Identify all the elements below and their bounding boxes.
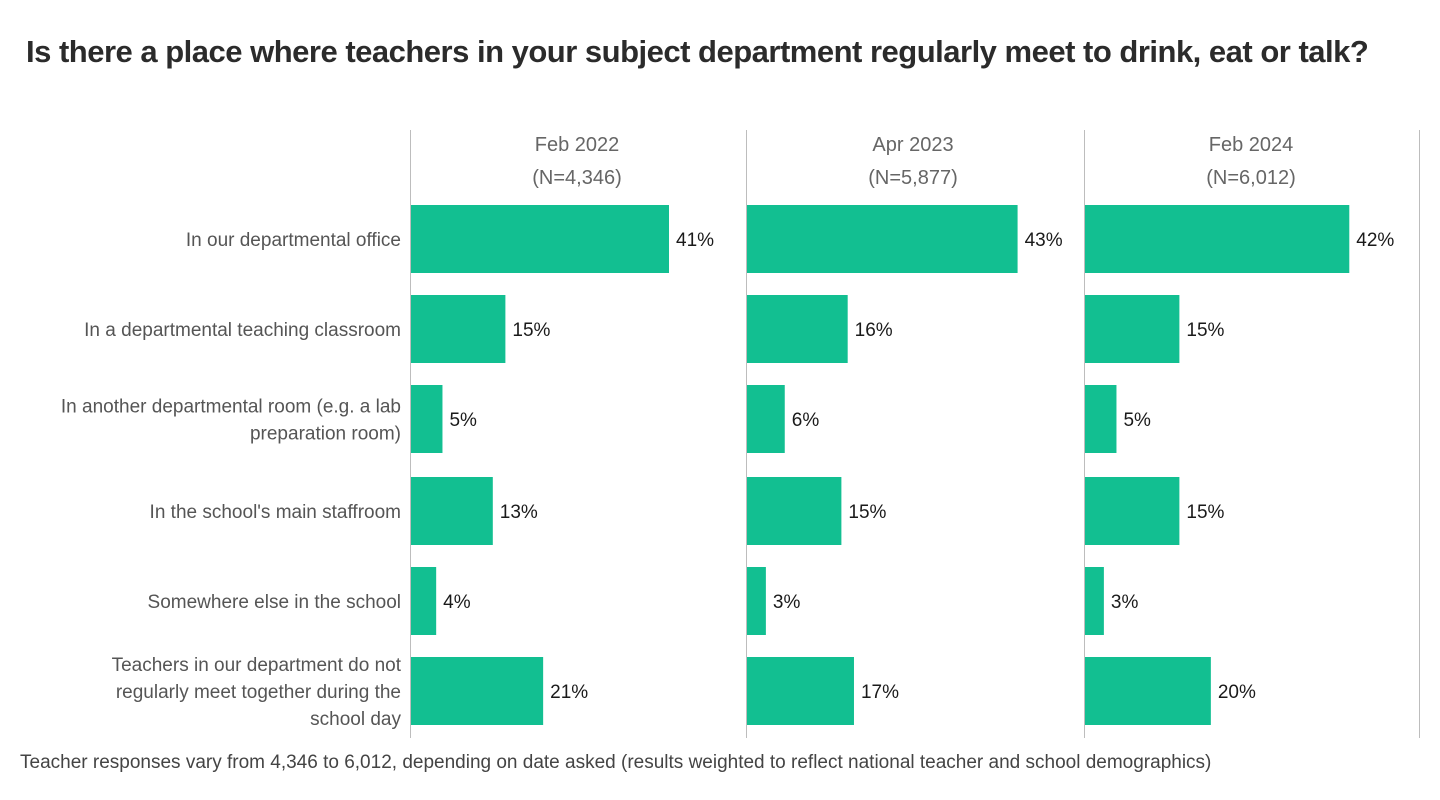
data-label: 4% [443,592,471,613]
data-label: 3% [1111,592,1139,613]
data-label: 15% [512,320,550,341]
category-label: In our departmental office [186,230,401,251]
bar [411,567,437,635]
data-label: 20% [1218,682,1256,703]
category-label: In a departmental teaching classroom [84,320,401,341]
category-label: Somewhere else in the school [148,592,401,613]
data-label: 15% [848,502,886,523]
bar [1085,385,1117,453]
bar [1085,205,1350,273]
bar [411,205,669,273]
bar [747,567,766,635]
panel-header-n: (N=6,012) [1206,167,1296,189]
data-label: 21% [550,682,588,703]
panel-header-n: (N=5,877) [868,167,958,189]
data-label: 15% [1186,320,1224,341]
bar [411,385,443,453]
bar [411,657,544,725]
bar [411,477,493,545]
bar [747,477,842,545]
panel-header-n: (N=4,346) [532,167,622,189]
chart-title: Is there a place where teachers in your … [26,34,1369,69]
data-label: 16% [855,320,893,341]
bar [747,657,854,725]
data-label: 3% [773,592,801,613]
footnote: Teacher responses vary from 4,346 to 6,0… [20,752,1212,773]
bar [747,295,848,363]
bar [1085,567,1104,635]
bar [1085,657,1211,725]
data-label: 43% [1025,230,1063,251]
bar [747,385,785,453]
panel-header-date: Apr 2023 [872,134,953,156]
bar [411,295,506,363]
data-label: 17% [861,682,899,703]
panel-header-date: Feb 2022 [535,134,620,156]
bar [747,205,1018,273]
data-label: 41% [676,230,714,251]
data-label: 5% [1123,410,1151,431]
data-label: 15% [1186,502,1224,523]
data-label: 13% [500,502,538,523]
bar [1085,295,1180,363]
panel-header-date: Feb 2024 [1209,134,1294,156]
category-label: In the school's main staffroom [150,502,401,523]
bar [1085,477,1180,545]
category-label: In another departmental room (e.g. a lab… [61,397,401,445]
data-label: 5% [449,410,477,431]
category-label: Teachers in our department do not regular… [112,655,402,730]
data-label: 6% [792,410,820,431]
data-label: 42% [1356,230,1394,251]
